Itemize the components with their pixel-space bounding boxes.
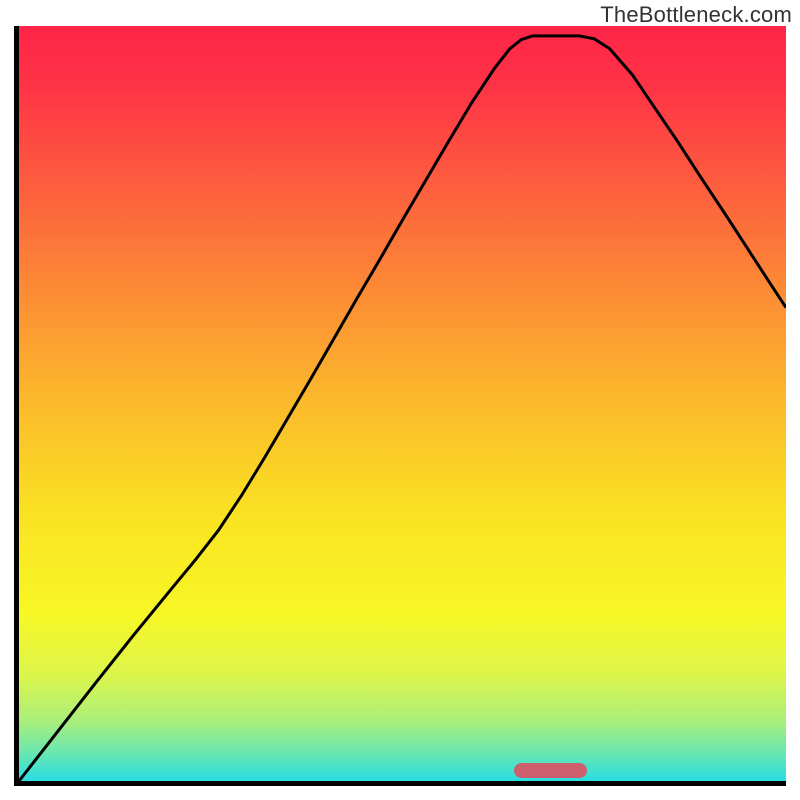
chart-container: TheBottleneck.com — [0, 0, 800, 800]
bottleneck-curve — [19, 26, 786, 781]
plot-area — [14, 26, 786, 786]
curve-path — [19, 36, 786, 781]
optimal-marker — [514, 763, 587, 778]
watermark-text: TheBottleneck.com — [600, 2, 792, 28]
